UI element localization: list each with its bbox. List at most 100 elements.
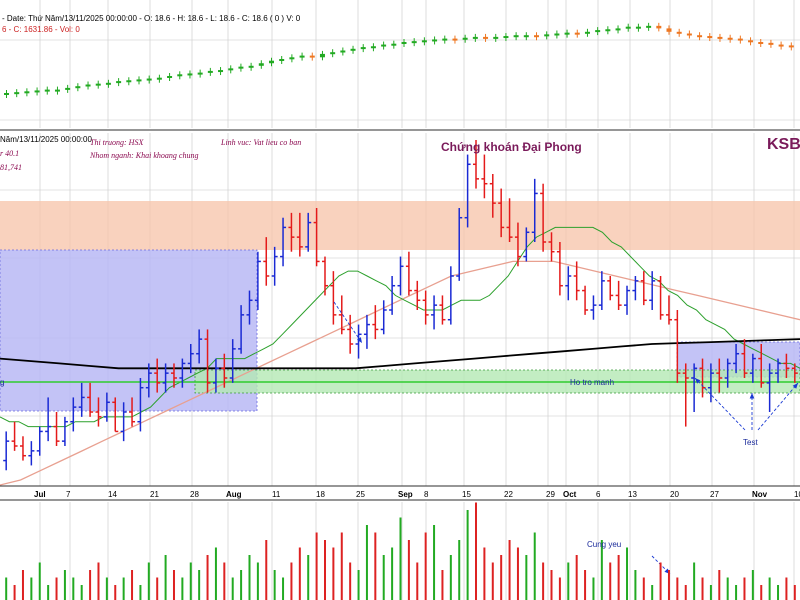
arrow-test-3 <box>757 382 799 431</box>
x-tick-label-20: 10 <box>794 490 800 499</box>
index-candle-77 <box>788 45 794 48</box>
x-tick-label-12: 22 <box>504 490 513 499</box>
index-candle-37 <box>381 44 387 47</box>
index-candle-61 <box>625 26 631 29</box>
index-candle-27 <box>279 59 285 61</box>
index-candle-42 <box>432 39 438 42</box>
ticker-symbol: KSB <box>767 136 800 153</box>
index-candle-49 <box>503 36 509 39</box>
highlight-zones <box>0 201 800 412</box>
index-candle-56 <box>574 32 580 35</box>
index-candle-36 <box>370 46 376 49</box>
index-candle-11 <box>116 81 122 84</box>
sector-label: Linh vuc: Vat lieu co ban <box>220 138 301 147</box>
index-candle-19 <box>197 72 203 75</box>
x-tick-label-6: 11 <box>272 490 281 499</box>
index-candle-73 <box>748 40 754 43</box>
x-tick-label-9: Sep <box>398 490 413 499</box>
index-candle-50 <box>513 35 519 38</box>
index-candle-10 <box>105 82 111 85</box>
index-candle-72 <box>737 38 743 41</box>
index-candle-24 <box>248 65 254 68</box>
volume-panel <box>5 502 796 600</box>
index-candles <box>4 22 794 98</box>
x-tick-label-7: 18 <box>316 490 325 499</box>
index-candle-74 <box>758 42 764 44</box>
index-candle-33 <box>340 50 346 53</box>
x-tick-label-11: 15 <box>462 490 471 499</box>
index-candle-5 <box>54 89 60 92</box>
index-candle-62 <box>635 26 641 29</box>
index-candle-17 <box>177 74 183 77</box>
index-candle-46 <box>472 36 478 39</box>
index-candle-14 <box>146 78 152 81</box>
index-candle-23 <box>238 66 244 69</box>
index-candle-13 <box>136 79 142 82</box>
price-date-label: Năm/13/11/2025 00:00:00 <box>0 135 92 144</box>
index-candle-47 <box>483 36 489 39</box>
index-candle-60 <box>615 28 621 31</box>
ma-mid-line <box>0 260 800 486</box>
index-candle-1 <box>14 92 20 95</box>
index-candle-41 <box>421 40 427 43</box>
x-tick-label-2: 14 <box>108 490 117 499</box>
arrow-test-2-head <box>749 393 755 399</box>
ma-long-line <box>0 338 800 370</box>
volume-bars <box>5 502 796 600</box>
support-label-left: g <box>0 378 4 387</box>
index-candle-29 <box>299 55 305 58</box>
index-panel <box>4 22 794 98</box>
chart-title: Chứng khoán Đại Phong <box>441 140 582 154</box>
arrow-test-1-head <box>695 378 701 384</box>
x-tick-label-17: 20 <box>670 490 679 499</box>
x-tick-label-1: 7 <box>66 490 71 499</box>
index-candle-38 <box>391 43 397 46</box>
index-candle-68 <box>697 35 703 38</box>
index-candle-32 <box>330 52 336 55</box>
x-tick-label-19: Nov <box>752 490 768 499</box>
index-candle-22 <box>228 68 234 71</box>
index-candle-43 <box>442 38 448 41</box>
index-candle-75 <box>768 42 774 45</box>
index-candle-7 <box>75 86 81 89</box>
index-value-line: 6 - C: 1631.86 - Vol: 0 <box>2 25 80 34</box>
index-header-line: - Date: Thứ Năm/13/11/2025 00:00:00 - O:… <box>2 14 301 23</box>
index-candle-21 <box>218 70 224 73</box>
index-candle-55 <box>564 32 570 35</box>
arrow-pullback <box>333 301 363 344</box>
index-candle-40 <box>411 41 417 44</box>
x-tick-label-13: 29 <box>546 490 555 499</box>
x-tick-label-15: 6 <box>596 490 601 499</box>
index-candle-67 <box>686 33 692 36</box>
arrow-pullback-head <box>356 337 362 343</box>
x-tick-label-4: 28 <box>190 490 199 499</box>
x-tick-label-10: 8 <box>424 490 429 499</box>
index-candle-2 <box>24 91 30 94</box>
index-candle-48 <box>493 36 499 39</box>
index-candle-6 <box>65 87 71 90</box>
index-candle-20 <box>207 70 213 73</box>
index-candle-25 <box>258 63 264 66</box>
x-tick-label-5: Aug <box>226 490 242 499</box>
index-candle-51 <box>523 35 529 38</box>
index-candle-57 <box>584 31 590 34</box>
x-tick-label-16: 13 <box>628 490 637 499</box>
index-candle-44 <box>452 38 458 41</box>
x-axis-ticks: Jul 7 14 21 28 Aug 11 18 25 Sep 8 15 22 29 Oct 6 13 20 27 N… <box>34 490 800 499</box>
index-candle-64 <box>656 25 662 29</box>
x-tick-label-14: Oct <box>563 490 577 499</box>
x-tick-label-3: 21 <box>150 490 159 499</box>
index-candle-54 <box>554 33 560 36</box>
market-label: Thi truong: HSX <box>90 138 144 147</box>
index-candle-0 <box>4 93 9 95</box>
index-candle-18 <box>187 73 193 76</box>
index-candle-4 <box>44 89 50 92</box>
index-candle-26 <box>269 60 274 64</box>
x-tick-label-0: Jul <box>34 490 46 499</box>
index-candle-66 <box>676 31 682 34</box>
index-candle-16 <box>167 76 173 78</box>
ma-short-line <box>0 226 800 428</box>
test-label: Test <box>743 438 758 447</box>
index-candle-12 <box>126 80 132 83</box>
support-label: Ho tro manh <box>570 378 614 387</box>
